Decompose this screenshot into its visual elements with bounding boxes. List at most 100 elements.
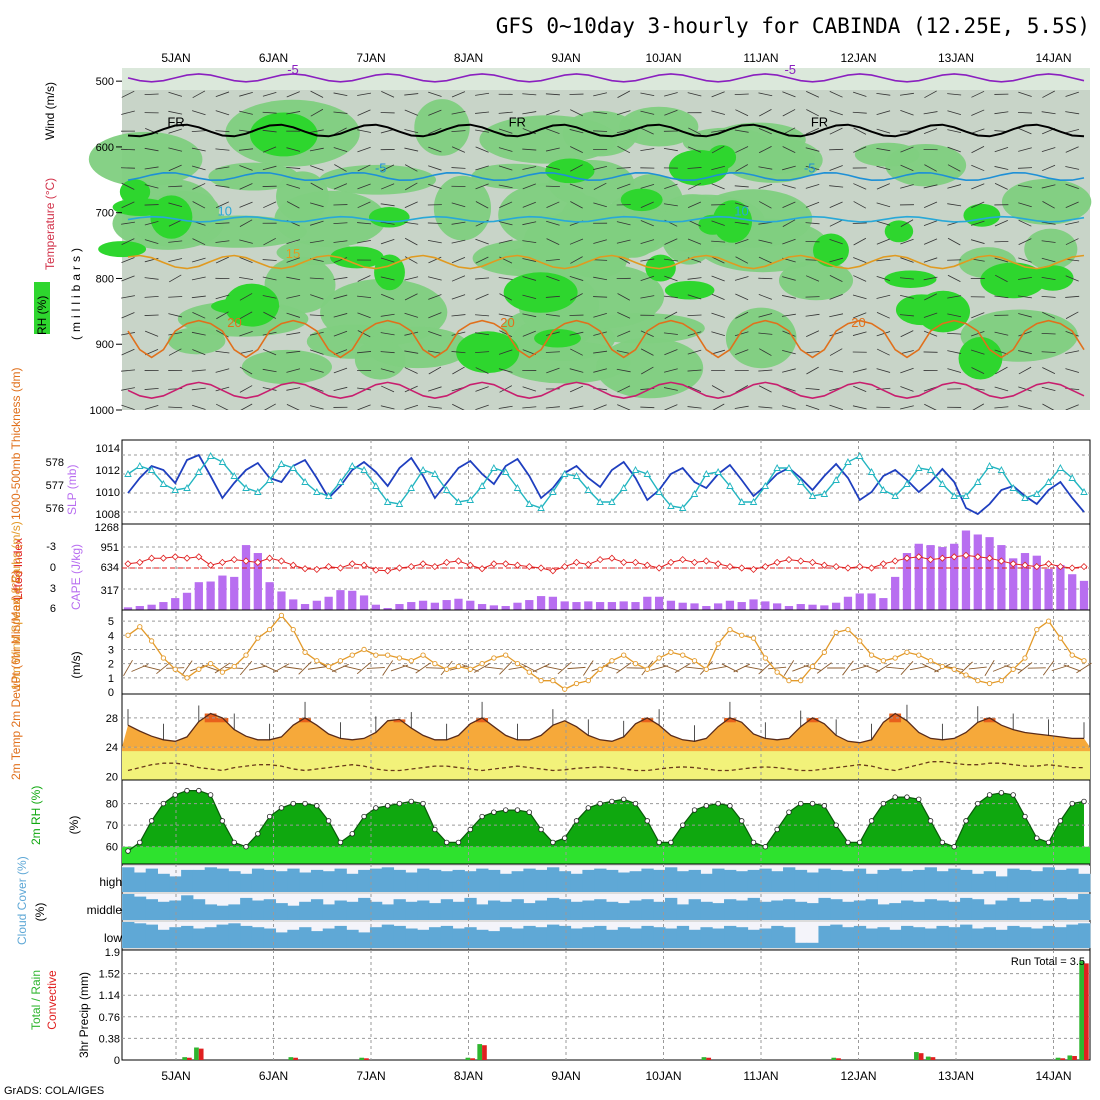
- cape-bar: [607, 602, 617, 610]
- date-label-bottom: 13JAN: [938, 1069, 974, 1083]
- wind-barb: [687, 349, 702, 355]
- cloud-cover-bar: [145, 899, 159, 920]
- cloud-cover-bar: [216, 868, 229, 892]
- lifted-index-marker: [195, 553, 203, 561]
- wind-barb: [663, 203, 678, 207]
- cloud-cover-bar: [228, 871, 241, 892]
- wind-barb: [404, 93, 419, 96]
- slp-marker: [324, 492, 333, 499]
- cloud-cover-bar: [865, 873, 878, 892]
- wind-barb: [640, 275, 655, 282]
- wind-barb: [381, 385, 395, 393]
- wind-barb: [782, 368, 796, 373]
- cloud-cover-bar: [712, 928, 725, 948]
- cloud-cover-bar: [806, 942, 819, 948]
- cloud-cover-bar: [617, 903, 631, 920]
- cloud-cover-bar: [1078, 873, 1091, 892]
- cloud-cover-bar: [192, 869, 206, 892]
- wind-barb: [1042, 201, 1055, 209]
- slp-marker: [478, 482, 486, 489]
- date-label-bottom: 5JAN: [161, 1069, 190, 1083]
- cloud-cover-bar: [346, 901, 359, 920]
- wind-barb: [333, 147, 348, 153]
- cloud-cover-bar: [971, 873, 985, 892]
- wind-barb: [216, 329, 229, 338]
- cloud-cover-bar: [192, 928, 206, 948]
- wind-barb: [947, 184, 962, 189]
- wind-barb: [1065, 166, 1080, 170]
- wind-speed-marker: [998, 678, 1005, 684]
- cloud-cover-bar: [794, 869, 808, 892]
- lifted-index-marker: [360, 561, 368, 569]
- slp-marker: [301, 478, 309, 485]
- cloud-cover-bar: [783, 867, 796, 892]
- precip-total-bar: [477, 1044, 483, 1060]
- wind-barb: [427, 222, 442, 224]
- wind-barb: [215, 222, 230, 225]
- slp-marker: [372, 482, 380, 489]
- wind-barb: [309, 240, 324, 244]
- cloud-cover-bar: [181, 895, 194, 920]
- cloud-level-label: high: [99, 875, 122, 889]
- rh2m-marker: [750, 839, 757, 846]
- wind-barb: [1017, 167, 1032, 169]
- rh-contour-fill: [88, 68, 1092, 399]
- lifted-index-marker: [159, 554, 167, 562]
- wind-barb: [404, 367, 418, 374]
- cloud-level-label: middle: [87, 903, 123, 917]
- cloud-cover-bar: [629, 871, 642, 892]
- rh2m-marker: [1034, 835, 1040, 841]
- wind-barb: [381, 164, 395, 172]
- cape-bar: [123, 607, 133, 610]
- isotherm-label: 20: [500, 315, 514, 330]
- cloud-cover-bar: [570, 901, 583, 920]
- cape-bar: [938, 547, 947, 610]
- wind-barb: [499, 293, 513, 301]
- precip-convective-bar: [364, 1058, 369, 1060]
- surface-wind-barb: [922, 663, 939, 673]
- rh-mid-region: [88, 131, 203, 187]
- wind-barb: [806, 90, 820, 98]
- wind-barb: [404, 182, 418, 191]
- wind-barb: [121, 332, 135, 336]
- surface-wind-barb: [744, 665, 763, 671]
- lifted-index-marker: [891, 557, 899, 565]
- thickness-tick-label: 576: [46, 503, 64, 515]
- wind-barb: [617, 330, 631, 337]
- lifted-index-marker: [1068, 564, 1076, 572]
- wind-barb: [734, 93, 749, 96]
- wind-barb: [852, 222, 867, 224]
- thickness-slp-plot: [122, 440, 1090, 524]
- wind-barb: [970, 220, 985, 226]
- wind-barb: [616, 239, 631, 244]
- cape-bar: [1056, 564, 1065, 610]
- rh2m-marker: [207, 792, 214, 798]
- wind-tick-label: 0: [108, 687, 114, 699]
- cape-bar: [501, 606, 510, 610]
- wind-speed-marker: [975, 678, 981, 684]
- wind-barb: [853, 146, 867, 153]
- wind-barb: [309, 147, 324, 152]
- wind-barb: [1065, 295, 1080, 298]
- wind-barb: [782, 165, 796, 171]
- cloud-cover-bar: [535, 869, 548, 892]
- wind-barb: [994, 295, 1009, 299]
- wind-barb: [971, 201, 985, 208]
- rh2m-tick-label: 70: [106, 820, 118, 832]
- rh-axis-label: RH (%): [35, 296, 49, 335]
- cloud-cover-bar: [983, 904, 996, 920]
- wind-barb: [144, 184, 159, 189]
- cloud-cover-bar: [263, 928, 277, 948]
- wind-barb: [428, 294, 442, 300]
- wind-barb: [876, 110, 891, 116]
- cloud-cover-bar: [1042, 867, 1055, 892]
- wind-barb: [994, 331, 1009, 336]
- wind-barb: [286, 147, 301, 152]
- temp-line: [127, 712, 1084, 744]
- cloud-cover-bar: [1042, 925, 1055, 948]
- wind-barb: [994, 111, 1009, 115]
- surface-wind-barb: [298, 661, 312, 675]
- cloud-cover-bar: [511, 871, 524, 892]
- wind-speed-marker: [491, 655, 497, 661]
